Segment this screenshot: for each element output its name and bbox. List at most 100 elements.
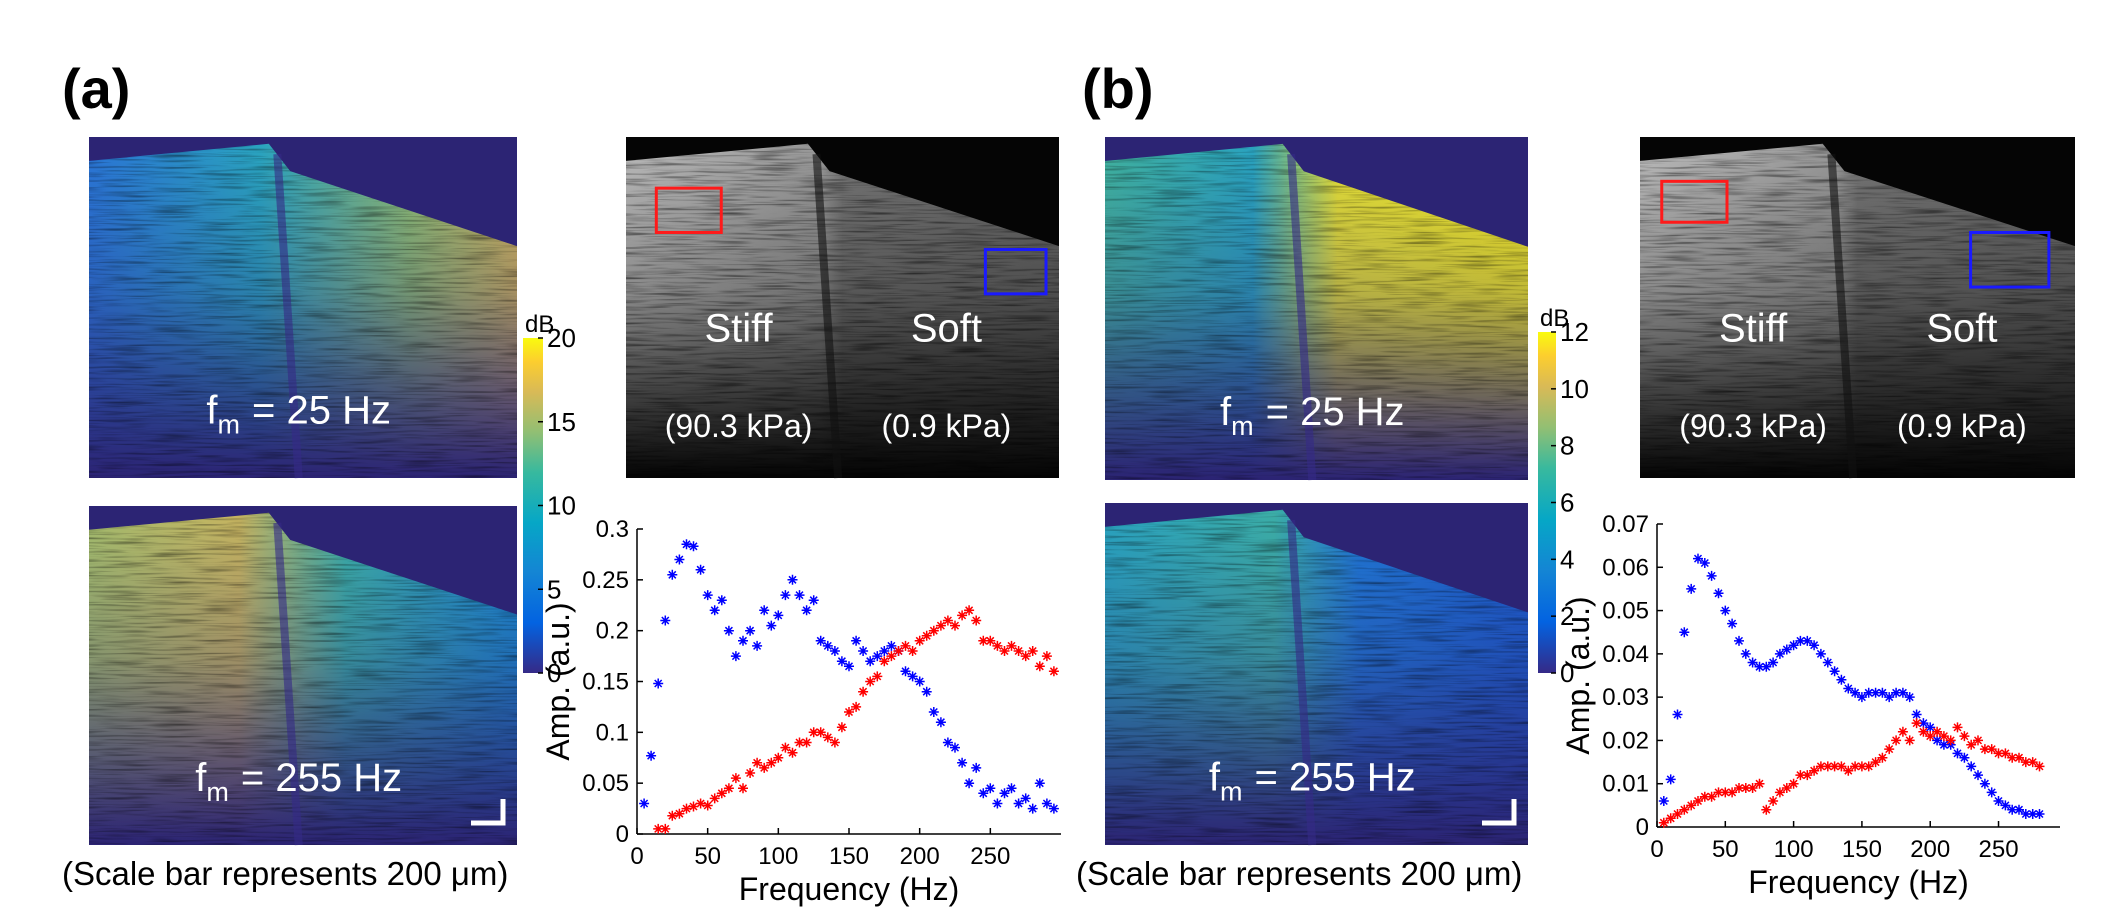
- data-point: [858, 686, 869, 697]
- data-point: [921, 686, 932, 697]
- data-point: [1658, 817, 1669, 828]
- caption: (Scale bar represents 200 μm): [62, 855, 508, 892]
- region-label: Stiff: [704, 307, 773, 351]
- data-point: [1699, 558, 1710, 568]
- data-point: [893, 646, 904, 656]
- colorbar: [1538, 332, 1556, 673]
- data-point: [1836, 761, 1847, 772]
- data-point: [1686, 583, 1697, 594]
- x-tick-label: 250: [970, 843, 1010, 870]
- data-point: [794, 737, 805, 748]
- data-point: [1774, 648, 1785, 659]
- tissue: [626, 143, 1059, 478]
- x-tick-label: 250: [1979, 836, 2019, 863]
- strain-map: [89, 506, 517, 846]
- data-point: [822, 732, 833, 743]
- data-point: [921, 630, 932, 641]
- data-point: [695, 798, 706, 809]
- data-point: [907, 646, 918, 656]
- data-point: [1006, 640, 1017, 651]
- frequency-label: fm = 25 Hz: [1220, 390, 1405, 441]
- y-tick-label: 0: [616, 821, 629, 848]
- data-point: [1034, 778, 1045, 789]
- data-point: [829, 737, 840, 748]
- data-point: [935, 620, 946, 631]
- data-point: [1993, 748, 2004, 759]
- x-tick-label: 200: [1910, 836, 1950, 863]
- data-point: [1979, 778, 1990, 789]
- data-point: [1891, 735, 1902, 746]
- strain-map: [1105, 137, 1528, 481]
- data-point: [950, 620, 960, 631]
- data-point: [1754, 778, 1765, 789]
- data-point: [1747, 657, 1758, 668]
- boundary-streak: [812, 153, 843, 479]
- data-point: [1788, 640, 1799, 651]
- data-point: [1795, 635, 1806, 646]
- data-point: [964, 778, 975, 789]
- data-point: [1856, 761, 1867, 772]
- label-base: f: [1209, 755, 1221, 799]
- data-point: [992, 640, 1003, 651]
- data-point: [1932, 726, 1943, 737]
- data-point: [1843, 765, 1854, 776]
- scale-bar: [471, 799, 506, 826]
- region-label: Soft: [911, 307, 982, 351]
- data-point: [1993, 796, 2004, 806]
- data-point: [1843, 683, 1854, 694]
- data-point: [1945, 735, 1956, 746]
- data-point: [1713, 588, 1724, 599]
- data-point: [1863, 761, 1874, 772]
- data-point: [1781, 783, 1792, 793]
- data-point: [1870, 757, 1881, 768]
- region-label: Soft: [1926, 307, 1997, 351]
- data-point: [1959, 752, 1970, 763]
- colorbar-tick-label: 8: [1560, 431, 1574, 461]
- y-tick-label: 0.2: [596, 618, 629, 645]
- data-point: [1761, 804, 1772, 815]
- oct-image: [1640, 137, 2075, 479]
- data-point: [836, 656, 847, 667]
- data-point: [1686, 800, 1697, 811]
- data-point: [723, 625, 734, 636]
- data-point: [1034, 661, 1045, 672]
- data-point: [1973, 770, 1983, 781]
- data-point: [745, 625, 756, 636]
- colorbar-tick-label: 10: [1560, 374, 1589, 404]
- data-point: [2020, 757, 2031, 768]
- data-point: [2007, 804, 2018, 815]
- data-point: [2000, 800, 2011, 811]
- data-point: [872, 671, 883, 682]
- data-point: [1911, 718, 1922, 729]
- data-point: [1781, 644, 1792, 655]
- x-tick-label: 200: [900, 843, 940, 870]
- scale-bar: [1482, 799, 1517, 826]
- data-point: [1829, 761, 1840, 772]
- label-base: f: [206, 388, 218, 432]
- data-point: [1979, 744, 1990, 755]
- data-point: [1720, 787, 1731, 798]
- region-modulus: (90.3 kPa): [665, 408, 813, 444]
- data-point: [900, 666, 911, 677]
- data-point: [1918, 718, 1929, 729]
- data-point: [1020, 651, 1031, 662]
- data-point: [1986, 744, 1997, 755]
- data-point: [2027, 757, 2038, 768]
- data-point: [1665, 774, 1676, 785]
- data-point: [780, 590, 791, 601]
- data-point: [709, 793, 720, 804]
- label-rest: = 255 Hz: [241, 756, 402, 800]
- x-tick-label: 0: [630, 843, 643, 870]
- data-point: [1658, 796, 1669, 806]
- data-point: [639, 798, 650, 809]
- data-point: [730, 651, 741, 662]
- data-point: [1013, 798, 1024, 809]
- data-point: [1672, 809, 1683, 819]
- data-point: [773, 610, 784, 621]
- data-point: [1802, 635, 1813, 646]
- x-tick-label: 150: [829, 843, 869, 870]
- data-point: [1802, 770, 1813, 781]
- data-point: [1693, 796, 1703, 806]
- colorbar-unit: dB: [1540, 305, 1569, 332]
